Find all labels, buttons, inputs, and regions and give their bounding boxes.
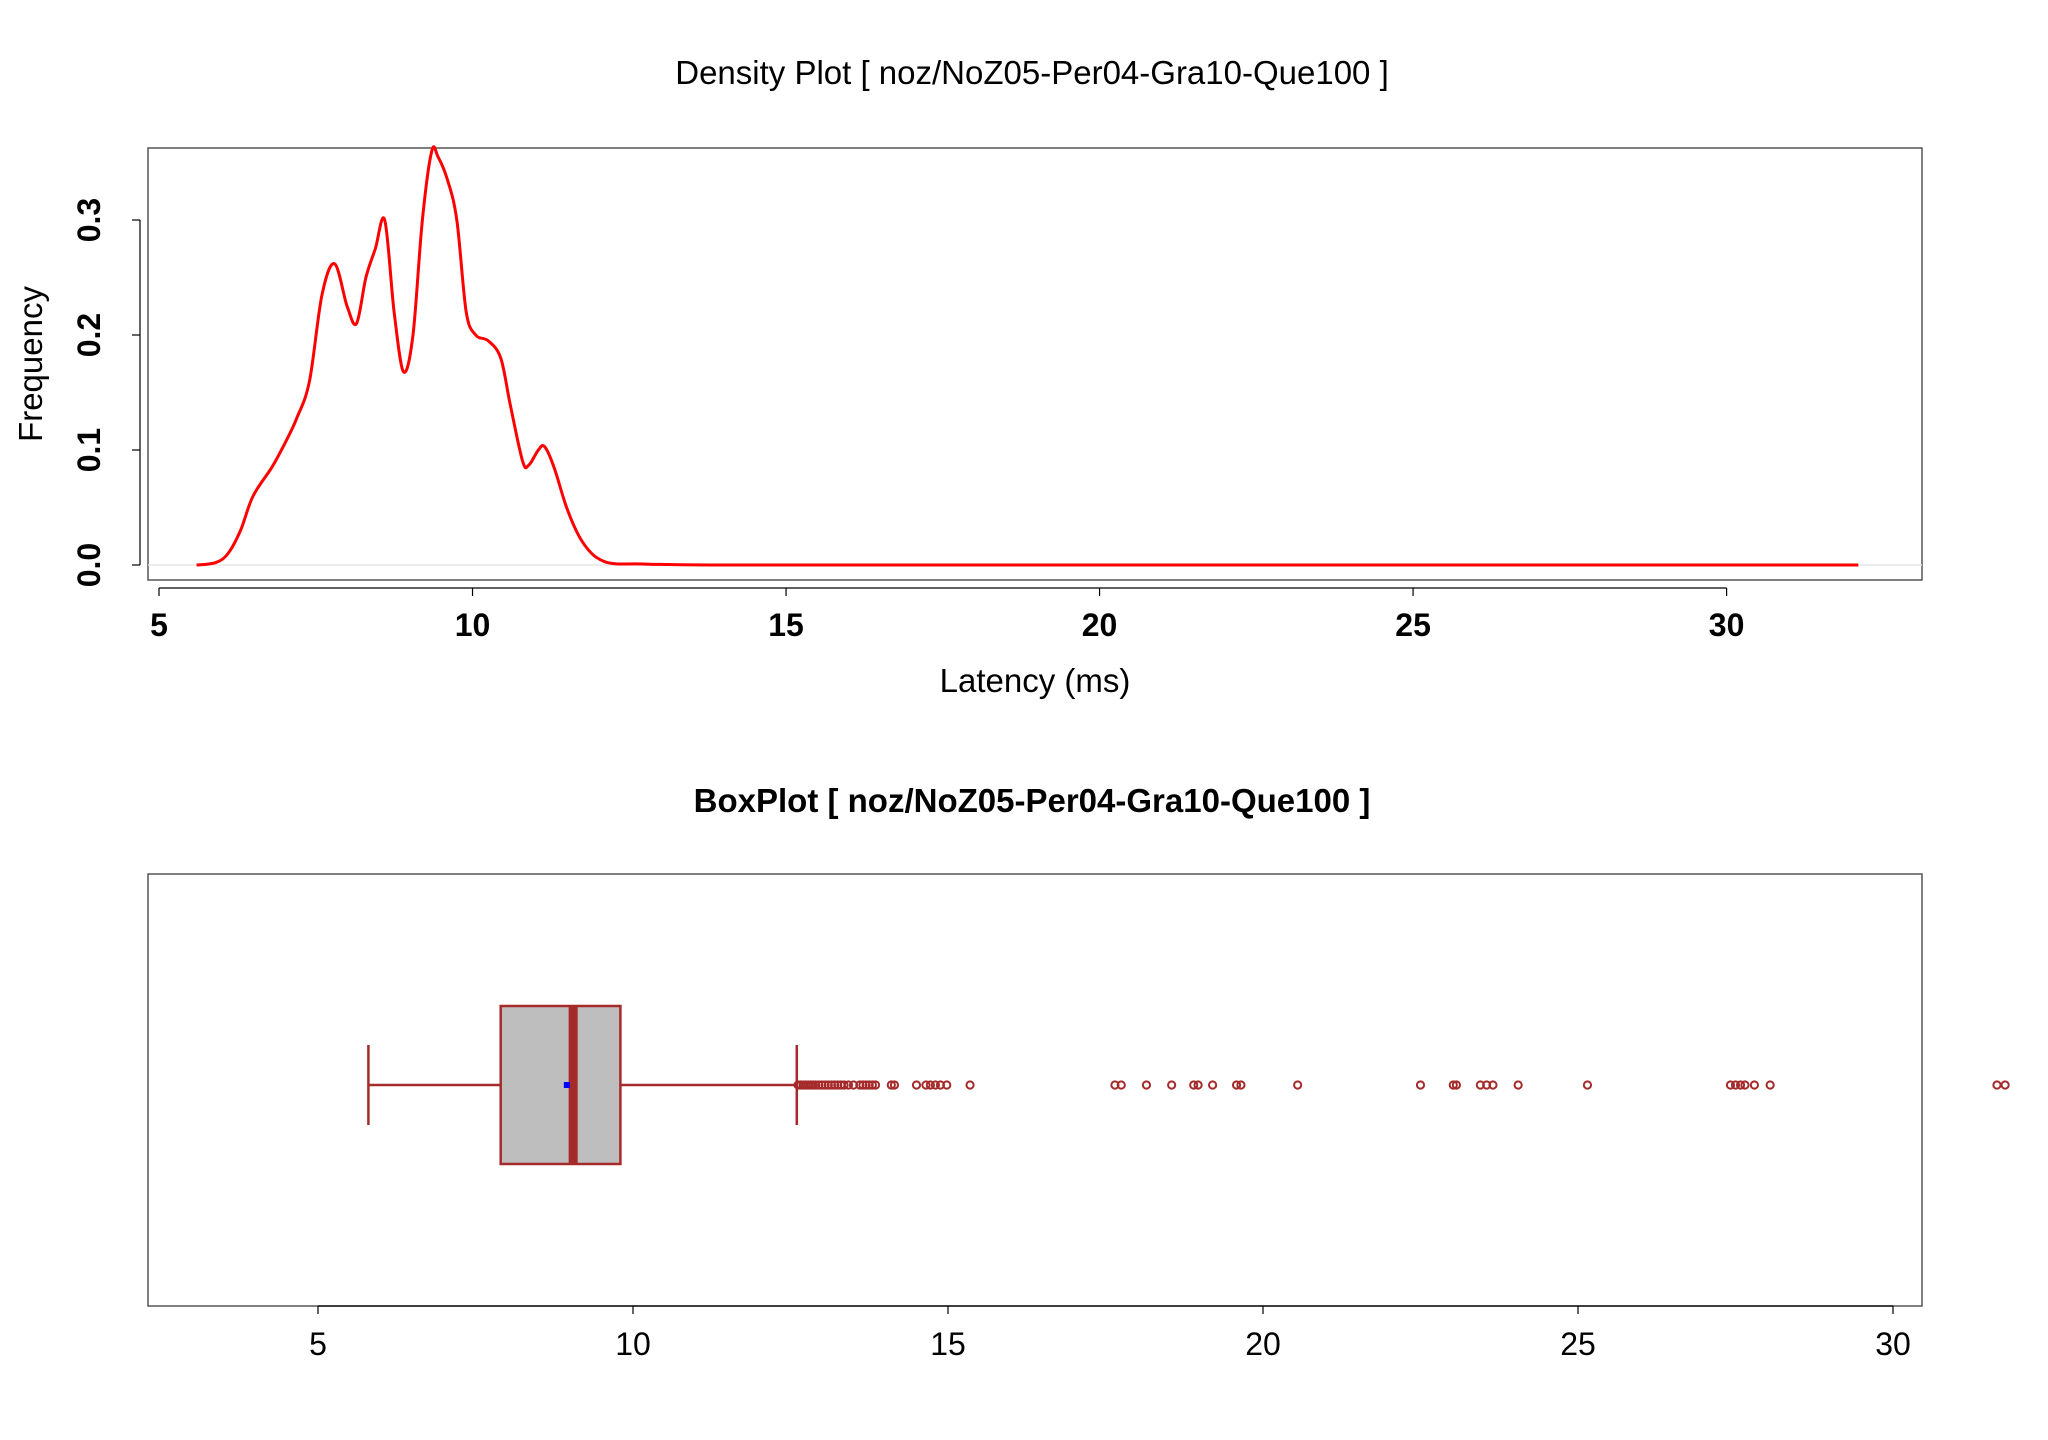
box-outlier-point [1141, 1080, 1152, 1090]
density-y-tick-label: 0.1 [71, 428, 107, 472]
density-y-tick-label: 0.3 [71, 198, 107, 242]
box-outlier-point [886, 1080, 896, 1090]
box-outlier-point [1513, 1080, 1523, 1090]
box-outlier-point [1293, 1080, 1303, 1090]
box-x-tick-label: 15 [930, 1326, 966, 1362]
density-x-tick-label: 30 [1709, 607, 1745, 643]
box-outlier-point [1749, 1080, 1760, 1090]
box-outlier-point [1189, 1080, 1199, 1090]
box-outlier-point [925, 1080, 935, 1090]
box-outlier-point [889, 1080, 900, 1090]
density-x-tick-label: 20 [1082, 607, 1118, 643]
box-outlier-point [1740, 1080, 1750, 1090]
density-chart: Density Plot [ noz/NoZ05-Per04-Gra10-Que… [12, 54, 1923, 699]
box-x-tick-label: 30 [1875, 1326, 1911, 1362]
box-outlier-point [1451, 1080, 1462, 1090]
box-outlier-point [843, 1080, 854, 1090]
density-y-tick-label: 0.0 [71, 543, 107, 587]
box-series [367, 1004, 2010, 1166]
box-outlier-point [942, 1080, 952, 1090]
box-outlier-point [1992, 1080, 2002, 1090]
box-outlier-point [1193, 1080, 1203, 1090]
box-outlier-point [1116, 1080, 1126, 1090]
box-outlier-point [1488, 1080, 1498, 1090]
box-title: BoxPlot [ noz/NoZ05-Per04-Gra10-Que100 ] [694, 782, 1371, 819]
box-outlier-point [1765, 1080, 1775, 1090]
box-outlier-point [930, 1080, 941, 1090]
box-chart: BoxPlot [ noz/NoZ05-Per04-Gra10-Que100 ]… [147, 782, 2010, 1362]
density-title: Density Plot [ noz/NoZ05-Per04-Gra10-Que… [675, 54, 1389, 91]
box-outlier-point [1730, 1080, 1741, 1090]
box-plot-frame [147, 873, 1923, 1307]
density-x-axis-label: Latency (ms) [940, 662, 1131, 699]
box-outlier-point [1725, 1080, 1736, 1090]
density-x-tick-label: 10 [455, 607, 491, 643]
box-outlier-point [1735, 1080, 1746, 1090]
box-outlier-point [921, 1080, 931, 1090]
box-outlier-point [870, 1080, 881, 1090]
box-x-tick-label: 20 [1245, 1326, 1281, 1362]
box-outlier-point [1582, 1080, 1593, 1090]
box-outlier-point [867, 1080, 878, 1090]
density-y-axis: 0.0 0.1 0.2 0.3 [71, 198, 141, 587]
box-outlier-point [1448, 1080, 1458, 1090]
box-outlier-point [1231, 1080, 1242, 1090]
box-x-tick-label: 5 [309, 1326, 327, 1362]
box-outlier-point [2000, 1080, 2010, 1090]
box-x-axis: 5 10 15 20 25 30 [309, 1305, 1911, 1362]
density-curve [196, 145, 1859, 567]
box-outlier-point [1236, 1080, 1246, 1090]
box-mean-point [563, 1082, 570, 1088]
density-x-axis: 5 10 15 20 25 30 [150, 587, 1745, 643]
density-series [196, 145, 1859, 567]
box-outlier-point [1208, 1080, 1218, 1090]
density-y-axis-label: Frequency [12, 286, 49, 442]
density-x-tick-label: 25 [1395, 607, 1431, 643]
box-outlier-point [839, 1080, 849, 1090]
density-y-tick-label: 0.2 [71, 313, 107, 357]
box-iqr-rect [499, 1004, 622, 1166]
box-x-tick-label: 10 [615, 1326, 651, 1362]
density-x-tick-label: 15 [768, 607, 804, 643]
density-x-tick-label: 5 [150, 607, 168, 643]
box-outlier-point [1415, 1080, 1426, 1090]
box-outlier-point [965, 1080, 975, 1090]
density-plot-frame [147, 147, 1923, 581]
box-x-tick-label: 25 [1560, 1326, 1596, 1362]
box-outlier-point [911, 1080, 922, 1090]
box-outlier-point [1167, 1080, 1177, 1090]
